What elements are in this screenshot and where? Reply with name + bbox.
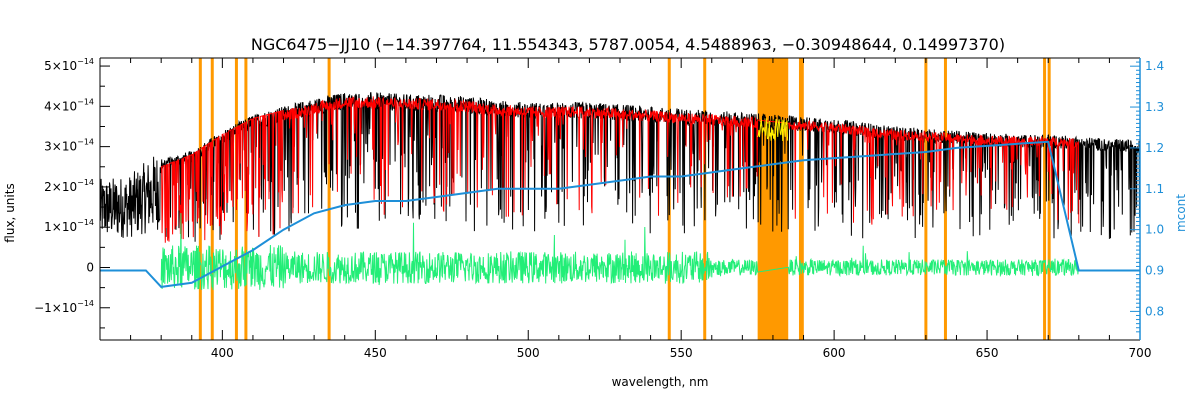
y2-tick-label: 1.2 xyxy=(1145,141,1164,155)
y2-tick-label: 1.3 xyxy=(1145,100,1164,114)
continuum-line xyxy=(100,140,1140,288)
y2-axis-label: mcont xyxy=(1174,194,1188,232)
x-tick-label: 500 xyxy=(517,346,540,360)
x-tick-label: 600 xyxy=(823,346,846,360)
chart-title: NGC6475−JJ10 (−14.397764, 11.554343, 578… xyxy=(251,35,1005,54)
y2-tick-label: 1.4 xyxy=(1145,59,1164,73)
y-axis-label: flux, units xyxy=(3,183,17,242)
masked-line xyxy=(244,58,248,340)
y-tick-label: 4×10−14 xyxy=(44,97,94,113)
x-axis-label: wavelength, nm xyxy=(612,375,709,389)
y2-tick-label: 0.8 xyxy=(1145,304,1164,318)
y-tick-label: −1×10−14 xyxy=(34,299,94,315)
x-tick-label: 550 xyxy=(670,346,693,360)
x-tick-label: 650 xyxy=(976,346,999,360)
y2-tick-label: 1.0 xyxy=(1145,223,1164,237)
masked-line xyxy=(1043,58,1047,340)
model-spectrum-line xyxy=(160,96,1080,243)
masked-line xyxy=(798,58,802,340)
y2-tick-label: 0.9 xyxy=(1145,264,1164,278)
masked-band-spectrum xyxy=(757,118,789,142)
x-tick-label: 700 xyxy=(1129,346,1152,360)
data-series xyxy=(99,92,1141,290)
x-tick-label: 400 xyxy=(211,346,234,360)
masked-line xyxy=(924,58,928,340)
masked-line xyxy=(327,58,331,340)
y-tick-label: 2×10−14 xyxy=(44,178,94,194)
y2-tick-label: 1.1 xyxy=(1145,182,1164,196)
x-tick-label: 450 xyxy=(364,346,387,360)
masked-line xyxy=(800,58,804,340)
axes: 400 450 500 550 600 650 700 −1×10−14 0 1×10−14 2×1… xyxy=(34,57,1164,360)
y-tick-label: 1×10−14 xyxy=(44,218,94,234)
y-tick-label: 3×10−14 xyxy=(44,138,94,154)
y-tick-label: 5×10−14 xyxy=(44,57,94,73)
y-tick-label: 0 xyxy=(86,260,94,274)
residual-line xyxy=(160,213,1080,290)
